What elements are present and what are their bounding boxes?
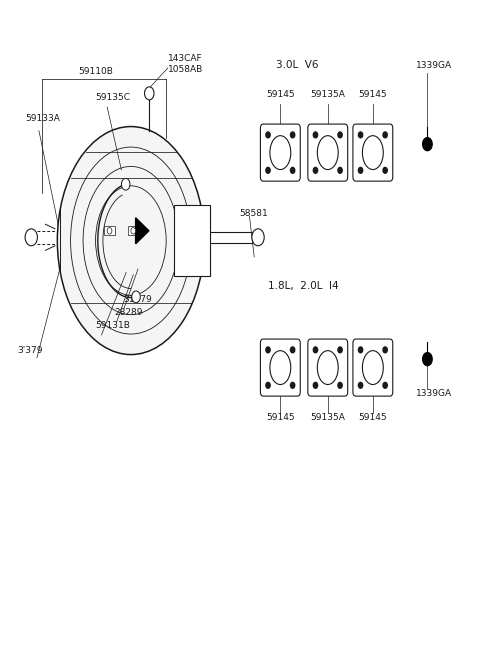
Ellipse shape: [317, 351, 338, 384]
Ellipse shape: [270, 136, 291, 170]
Circle shape: [290, 382, 295, 388]
Circle shape: [266, 382, 270, 388]
Circle shape: [359, 382, 363, 388]
Circle shape: [290, 347, 295, 353]
FancyBboxPatch shape: [261, 124, 300, 181]
FancyBboxPatch shape: [308, 124, 348, 181]
Circle shape: [290, 168, 295, 173]
Circle shape: [313, 347, 318, 353]
Text: 143CAF: 143CAF: [168, 55, 203, 64]
Ellipse shape: [362, 351, 384, 384]
Circle shape: [423, 137, 432, 150]
Circle shape: [107, 227, 112, 234]
Circle shape: [423, 353, 432, 366]
Circle shape: [132, 291, 140, 303]
Circle shape: [313, 132, 318, 138]
Bar: [104, 226, 115, 235]
Text: 28289: 28289: [114, 309, 143, 317]
FancyBboxPatch shape: [353, 124, 393, 181]
Bar: [174, 205, 210, 276]
Circle shape: [383, 382, 387, 388]
Text: 31379: 31379: [124, 296, 153, 304]
Ellipse shape: [57, 127, 204, 355]
FancyBboxPatch shape: [353, 339, 393, 396]
Text: 3'379: 3'379: [17, 346, 43, 355]
Circle shape: [383, 347, 387, 353]
Circle shape: [266, 168, 270, 173]
Text: 59145: 59145: [266, 90, 295, 99]
Circle shape: [338, 382, 342, 388]
Text: 58581: 58581: [239, 210, 268, 218]
Text: 59145: 59145: [359, 413, 387, 422]
Ellipse shape: [362, 136, 384, 170]
Text: 59135A: 59135A: [311, 90, 345, 99]
Circle shape: [338, 168, 342, 173]
Circle shape: [359, 132, 363, 138]
Circle shape: [383, 168, 387, 173]
Text: 59145: 59145: [359, 90, 387, 99]
Text: 59133A: 59133A: [25, 114, 60, 124]
Text: 59135A: 59135A: [311, 413, 345, 422]
Text: 1339GA: 1339GA: [416, 388, 452, 397]
Text: 59135C: 59135C: [96, 93, 130, 102]
Circle shape: [313, 168, 318, 173]
Circle shape: [383, 132, 387, 138]
Circle shape: [25, 229, 37, 246]
Circle shape: [266, 132, 270, 138]
Circle shape: [121, 179, 130, 190]
Text: 1058AB: 1058AB: [168, 66, 203, 74]
Circle shape: [266, 347, 270, 353]
Circle shape: [252, 229, 264, 246]
Text: 3.0L  V6: 3.0L V6: [276, 60, 318, 70]
Text: 1.8L,  2.0L  I4: 1.8L, 2.0L I4: [268, 281, 339, 292]
Circle shape: [338, 132, 342, 138]
Circle shape: [144, 87, 154, 100]
Polygon shape: [136, 217, 149, 244]
Circle shape: [313, 382, 318, 388]
Text: 59145: 59145: [266, 413, 295, 422]
Circle shape: [359, 347, 363, 353]
Ellipse shape: [317, 136, 338, 170]
Circle shape: [290, 132, 295, 138]
Text: 59110B: 59110B: [78, 67, 113, 76]
FancyBboxPatch shape: [261, 339, 300, 396]
Ellipse shape: [270, 351, 291, 384]
Circle shape: [131, 227, 136, 234]
FancyBboxPatch shape: [308, 339, 348, 396]
Text: 59131B: 59131B: [96, 321, 130, 330]
Circle shape: [359, 168, 363, 173]
Bar: [128, 226, 139, 235]
Circle shape: [338, 347, 342, 353]
Text: 1339GA: 1339GA: [416, 61, 452, 70]
